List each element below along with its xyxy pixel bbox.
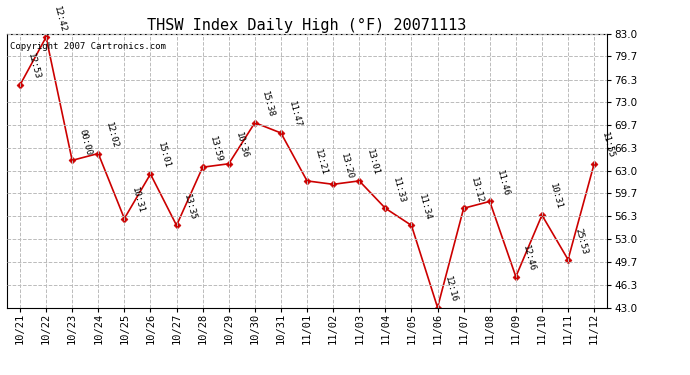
Text: 10:31: 10:31: [130, 186, 146, 214]
Text: Copyright 2007 Cartronics.com: Copyright 2007 Cartronics.com: [10, 42, 166, 51]
Text: 15:01: 15:01: [156, 142, 172, 170]
Text: 13:01: 13:01: [365, 148, 380, 177]
Text: 12:21: 12:21: [313, 148, 328, 177]
Title: THSW Index Daily High (°F) 20071113: THSW Index Daily High (°F) 20071113: [148, 18, 466, 33]
Text: 13:12: 13:12: [469, 176, 485, 204]
Text: 12:46: 12:46: [522, 244, 537, 273]
Text: 11:33: 11:33: [391, 176, 406, 204]
Text: 00:00: 00:00: [78, 128, 93, 156]
Text: 12:02: 12:02: [104, 121, 119, 149]
Text: 11:46: 11:46: [495, 169, 511, 197]
Text: 25:53: 25:53: [573, 227, 589, 255]
Text: 10:36: 10:36: [235, 131, 250, 160]
Text: 12:16: 12:16: [443, 275, 459, 303]
Text: 15:38: 15:38: [260, 90, 276, 118]
Text: 13:35: 13:35: [182, 193, 198, 221]
Text: 12:53: 12:53: [26, 53, 41, 81]
Text: 13:59: 13:59: [208, 135, 224, 163]
Text: 13:20: 13:20: [339, 152, 355, 180]
Text: 10:31: 10:31: [547, 183, 563, 211]
Text: 11:34: 11:34: [417, 193, 433, 221]
Text: 11:55: 11:55: [600, 131, 615, 160]
Text: 11:47: 11:47: [286, 100, 302, 129]
Text: 12:42: 12:42: [52, 5, 67, 33]
